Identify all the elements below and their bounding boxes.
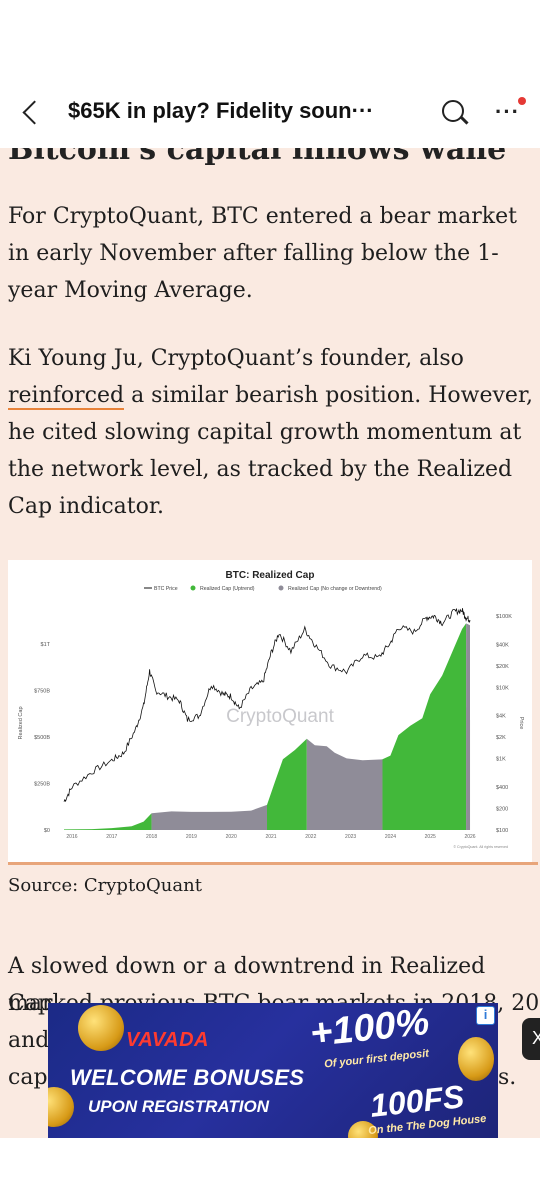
ad-info-icon[interactable]: i <box>476 1006 495 1025</box>
x-tick-label: 2022 <box>305 834 316 840</box>
paragraph: Ki Young Ju, CryptoQuant’s founder, also… <box>8 346 534 519</box>
top-app-bar: $65K in play? Fidelity soun··· ··· <box>0 80 540 148</box>
paragraph-fragment: and <box>8 1028 50 1053</box>
y-left-tick-label: $0 <box>44 828 50 834</box>
chart-title: BTC: Realized Cap <box>226 570 315 581</box>
y-right-tick-label: $2K <box>496 735 506 741</box>
legend-entry: Realized Cap (Uptrend) <box>200 586 255 592</box>
y-right-tick-label: $10K <box>496 685 509 691</box>
legend-entry: Realized Cap (No change or Downtrend) <box>288 586 382 592</box>
x-tick-label: 2024 <box>385 834 396 840</box>
realized-cap-uptrend-area <box>382 623 467 830</box>
paragraph-fragment: cap <box>8 1065 48 1090</box>
btc-price-line <box>63 608 471 803</box>
y-axis-label-right: Price <box>518 717 524 730</box>
image-caption: Source: CryptoQuant <box>8 875 202 896</box>
y-axis-label-left: Realized Cap <box>18 706 24 739</box>
x-tick-label: 2026 <box>464 834 475 840</box>
x-tick-label: 2023 <box>345 834 356 840</box>
y-left-tick-label: $1T <box>41 642 51 648</box>
x-tick-label: 2019 <box>186 834 197 840</box>
realized-cap-uptrend-area <box>267 738 307 830</box>
y-right-tick-label: $40K <box>496 642 509 648</box>
coin-icon <box>78 1005 124 1051</box>
coin-icon <box>48 1087 74 1127</box>
y-left-tick-label: $750B <box>34 688 50 694</box>
realized-cap-chart: BTC: Realized Cap BTC Price Realized Cap (… <box>8 560 532 862</box>
x-tick-label: 2020 <box>226 834 237 840</box>
x-tick-label: 2025 <box>425 834 436 840</box>
x-tick-label: 2017 <box>106 834 117 840</box>
realized-cap-flat-area <box>306 738 383 830</box>
y-left-tick-label: $500B <box>34 735 50 741</box>
ad-close-button[interactable]: X <box>522 1018 540 1060</box>
y-right-tick-label: $100 <box>496 828 508 834</box>
legend-swatch <box>278 585 284 591</box>
article-body: Bitcoin's capital inflows wane For Crypt… <box>0 148 540 1138</box>
more-icon: ··· <box>495 99 520 124</box>
chart-svg: BTC: Realized Cap BTC Price Realized Cap (… <box>18 570 524 849</box>
divider <box>8 862 538 865</box>
y-right-tick-label: $100K <box>496 614 512 620</box>
chart-copyright: © CryptoQuant. All rights reserved <box>453 845 508 849</box>
search-button[interactable] <box>440 98 470 128</box>
y-right-tick-label: $1K <box>496 757 506 763</box>
paragraph: For CryptoQuant, BTC entered a bear mark… <box>8 204 517 303</box>
ad-brand: VAVADA <box>126 1029 209 1051</box>
back-button[interactable] <box>12 97 46 131</box>
ad-subheadline: UPON REGISTRATION <box>88 1097 270 1116</box>
paragraph-fragment: s. <box>498 1065 517 1090</box>
x-tick-label: 2016 <box>66 834 77 840</box>
coin-icon <box>348 1121 378 1138</box>
x-tick-label: 2021 <box>265 834 276 840</box>
paragraph-line: A slowed down or a downtrend in Realized… <box>8 954 486 1016</box>
legend-entry: BTC Price <box>154 586 178 592</box>
more-options-button[interactable]: ··· <box>493 96 527 126</box>
realized-cap-flat-area <box>466 623 471 830</box>
realized-cap-flat-area <box>151 804 268 830</box>
realized-cap-uptrend-area <box>64 813 152 830</box>
coin-icon <box>458 1037 494 1081</box>
y-right-tick-label: $400 <box>496 785 508 791</box>
ad-banner[interactable]: VAVADA WELCOME BONUSES UPON REGISTRATION… <box>48 1003 498 1138</box>
page-title: $65K in play? Fidelity soun··· <box>68 98 374 123</box>
y-right-tick-label: $4K <box>496 714 506 720</box>
reinforced-link[interactable]: reinforced <box>8 383 125 410</box>
y-left-tick-label: $250B <box>34 781 50 787</box>
search-icon <box>442 100 464 122</box>
legend-swatch <box>190 585 196 591</box>
notification-dot <box>518 97 526 105</box>
x-tick-label: 2018 <box>146 834 157 840</box>
ad-headline: WELCOME BONUSES <box>70 1065 305 1090</box>
chart-watermark: CryptoQuant <box>226 706 334 727</box>
y-right-tick-label: $200 <box>496 807 508 813</box>
y-right-tick-label: $20K <box>496 664 509 670</box>
section-heading: Bitcoin's capital inflows wane <box>8 148 507 167</box>
